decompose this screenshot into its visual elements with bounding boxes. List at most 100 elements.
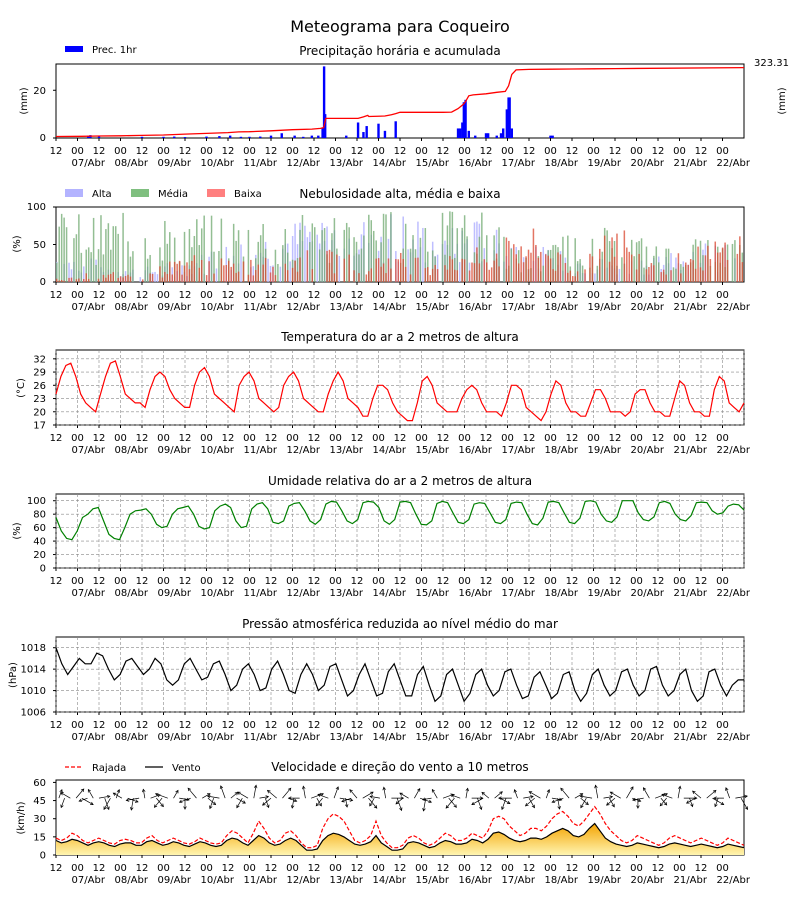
precip-xtick-label: 12 <box>351 146 364 157</box>
wind-arrow <box>60 792 71 799</box>
cloud-bar-baixa <box>569 270 572 282</box>
cloud-bar-baixa <box>117 277 119 282</box>
wind-xtick-label: 12 <box>394 863 407 874</box>
cloud-bar-baixa <box>665 274 667 282</box>
cloud-bar-media <box>149 254 151 282</box>
temp-xtick-label: 00 <box>329 433 342 444</box>
cloud-bar-baixa <box>549 258 552 282</box>
humidity-date-label: 13/Abr <box>330 588 364 599</box>
cloud-bar-baixa <box>235 272 237 282</box>
wind-date-label: 12/Abr <box>287 875 321 886</box>
precip-bar <box>464 99 467 138</box>
wind-xtick-label: 00 <box>587 863 600 874</box>
clouds-xtick-label: 00 <box>587 290 600 301</box>
wind-xtick-label: 12 <box>308 863 321 874</box>
cloud-bar-baixa <box>274 275 277 282</box>
cloud-bar-media <box>608 241 611 282</box>
cloud-bar-media <box>343 229 345 282</box>
wind-arrow-head <box>154 792 159 797</box>
cloud-bar-media <box>463 215 466 282</box>
cloud-bar-baixa <box>476 247 478 282</box>
cloud-bar-media <box>213 251 215 282</box>
cloud-bar-media <box>581 265 584 282</box>
clouds-xtick-label: 00 <box>114 290 127 301</box>
humidity-xtick-label: 12 <box>695 576 708 587</box>
precip-bar <box>394 121 397 138</box>
cloud-bar-baixa <box>105 277 107 282</box>
cloud-bar-baixa <box>463 259 466 282</box>
humidity-xtick-label: 00 <box>630 576 643 587</box>
wind-arrow-head <box>399 792 403 796</box>
wind-arrow-head <box>580 804 584 809</box>
precip-bar <box>293 135 296 138</box>
wind-arrow-head <box>694 796 698 800</box>
wind-arrow-head <box>422 797 426 802</box>
cloud-bar-media <box>220 218 223 282</box>
humidity-ytick: 40 <box>33 537 46 548</box>
cloud-bar-baixa <box>198 267 201 282</box>
cloud-bar-media <box>100 215 102 282</box>
cloud-bar-baixa <box>424 268 427 282</box>
cloud-bar-alta <box>473 222 476 282</box>
clouds-date-label: 22/Abr <box>717 302 751 313</box>
clouds-xtick-label: 00 <box>372 290 385 301</box>
wind-arrow-head <box>317 793 322 797</box>
cloud-bar-baixa <box>286 270 289 282</box>
wind-arrow <box>529 791 541 799</box>
precip-bar <box>505 109 509 138</box>
precip-bar <box>356 122 360 138</box>
cloud-bar-media <box>667 248 670 282</box>
cloud-bar-media <box>412 235 414 282</box>
wind-arrow <box>423 798 427 811</box>
wind-xtick-label: 12 <box>695 863 708 874</box>
cloud-bar-media <box>92 217 95 282</box>
temp-date-label: 09/Abr <box>158 445 192 456</box>
cloud-bar-alta <box>422 227 424 282</box>
clouds-xtick-label: 12 <box>609 290 622 301</box>
cloud-bar-baixa <box>149 273 151 282</box>
wind-arrow-head <box>531 804 535 809</box>
humidity-line <box>55 500 745 541</box>
temp-date-label: 17/Abr <box>502 445 536 456</box>
wind-arrow <box>115 789 120 799</box>
clouds-date-label: 07/Abr <box>72 302 106 313</box>
wind-arrow-head <box>106 806 110 811</box>
wind-arrow-head <box>160 803 164 808</box>
wind-arrow-head <box>59 789 63 793</box>
cloud-bar-baixa <box>299 257 301 282</box>
wind-arrow-head <box>530 795 534 799</box>
humidity-date-label: 22/Abr <box>717 588 751 599</box>
cloud-bar-media <box>380 242 382 282</box>
precip-yticks: 0 20 <box>33 86 46 144</box>
precip-bar <box>322 66 326 138</box>
pressure-xtick-label: 00 <box>458 720 471 731</box>
cloud-bar-baixa <box>559 254 562 282</box>
cloud-bar-media <box>640 238 643 282</box>
cloud-bar-baixa <box>567 272 569 282</box>
wind-arrow <box>686 797 696 804</box>
cloud-bar-media <box>282 245 284 282</box>
precip-date-label: 12/Abr <box>287 158 321 169</box>
wind-arrow-head <box>341 799 345 803</box>
pressure-xtick-label: 12 <box>695 720 708 731</box>
temp-date-label: 19/Abr <box>588 445 622 456</box>
pressure-xtick-label: 00 <box>501 720 514 731</box>
wind-arrow <box>477 798 482 810</box>
wind-arrow <box>150 794 161 799</box>
wind-arrow-head <box>106 794 111 799</box>
cloud-bar-baixa <box>650 263 653 282</box>
wind-arrow-head <box>335 786 339 790</box>
pressure-date-label: 17/Abr <box>502 732 536 743</box>
temp-date-label: 13/Abr <box>330 445 364 456</box>
pressure-date-label: 18/Abr <box>545 732 579 743</box>
temp-xtick-label: 12 <box>394 433 407 444</box>
pressure-xtick-label: 00 <box>673 720 686 731</box>
wind-legend-vento: Vento <box>172 763 201 774</box>
precip-bar <box>461 122 464 138</box>
wind-arrow-head <box>80 788 85 792</box>
temp-xtick-label: 00 <box>200 433 213 444</box>
humidity-xtick-label: 00 <box>673 576 686 587</box>
wind-arrow-head <box>112 792 117 796</box>
temp-xtick-label: 12 <box>351 433 364 444</box>
wind-arrow <box>202 793 211 799</box>
